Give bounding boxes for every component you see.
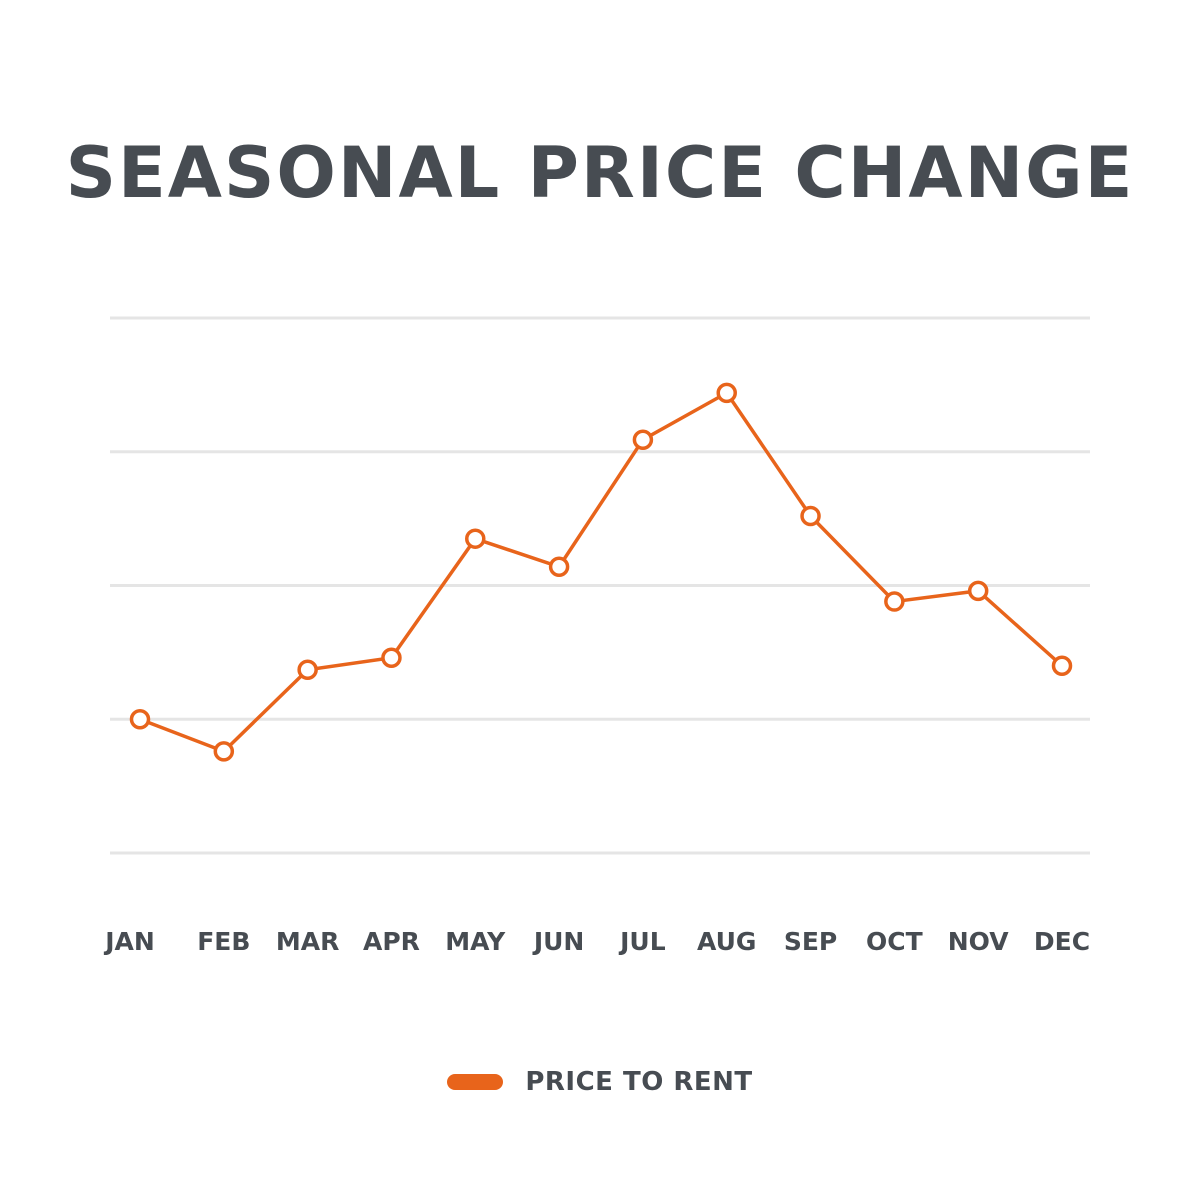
x-tick-label-apr: APR (363, 927, 420, 956)
x-tick-label-jan: JAN (103, 927, 155, 956)
series-line-0 (139, 390, 1064, 754)
data-point-apr (381, 647, 402, 668)
data-point-jun (548, 556, 570, 578)
x-tick-label-mar: MAR (276, 927, 339, 956)
chart-title: SEASONAL PRICE CHANGE (65, 132, 1135, 214)
data-point-oct (884, 591, 905, 612)
data-point-dec (1051, 655, 1073, 676)
data-point-nov (967, 580, 989, 602)
data-point-mar (297, 659, 318, 681)
line-chart: JAN FEB MAR APR MAY JUN JUL AUG SEP OCT NOV DEC (103, 316, 1090, 956)
data-point-jan (129, 709, 151, 730)
legend-label: PRICE TO RENT (525, 1067, 753, 1097)
data-points (129, 382, 1073, 762)
x-tick-label-jun: JUN (532, 927, 585, 956)
legend: PRICE TO RENT (0, 1060, 1200, 1104)
x-tick-label-nov: NOV (948, 927, 1010, 956)
gridlines (110, 316, 1090, 855)
series-lines (139, 390, 1064, 754)
x-tick-label-jul: JUL (618, 927, 666, 956)
data-point-sep (800, 505, 821, 527)
x-tick-label-may: MAY (445, 927, 506, 956)
x-tick-label-oct: OCT (866, 927, 923, 956)
x-axis-tick-labels: JAN FEB MAR APR MAY JUN JUL AUG SEP OCT NOV DEC (103, 927, 1090, 956)
x-tick-label-aug: AUG (697, 927, 756, 956)
x-tick-label-sep: SEP (784, 927, 837, 956)
data-point-feb (213, 741, 235, 762)
x-tick-label-feb: FEB (197, 927, 250, 956)
x-tick-label-dec: DEC (1034, 927, 1090, 956)
data-point-jul (632, 429, 654, 450)
data-point-may (465, 528, 486, 549)
data-point-aug (716, 382, 737, 404)
legend-swatch (447, 1074, 504, 1090)
